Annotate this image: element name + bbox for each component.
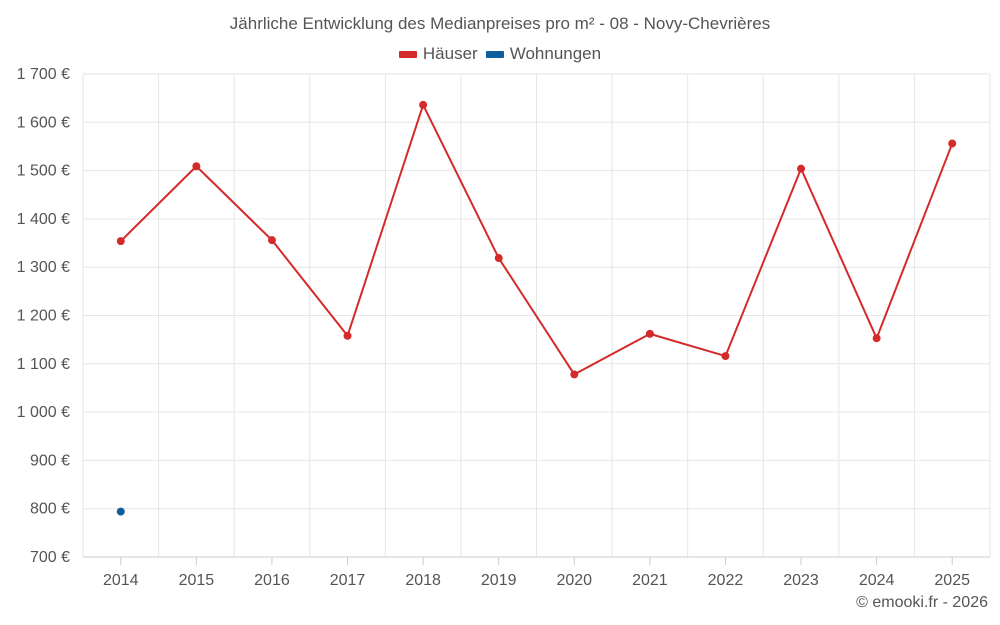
data-point-0-2014[interactable]: [116, 237, 125, 246]
y-tick-label: 900 €: [30, 452, 70, 469]
x-tick-label: 2014: [103, 572, 139, 589]
legend-item-houses[interactable]: Häuser: [398, 44, 478, 64]
y-tick-label: 1 300 €: [17, 259, 70, 276]
legend-item-apartments[interactable]: Wohnungen: [485, 44, 602, 64]
data-point-0-2018[interactable]: [419, 100, 428, 109]
data-point-0-2020[interactable]: [570, 370, 579, 379]
grid-lines: [82, 73, 991, 557]
y-tick-label: 1 700 €: [17, 66, 70, 83]
series-line-0: [120, 103, 954, 376]
legend: Häuser Wohnungen: [0, 44, 1000, 64]
x-tick-label: 2018: [405, 572, 441, 589]
x-tick-label: 2016: [254, 572, 290, 589]
data-point-0-2025[interactable]: [948, 139, 957, 148]
y-tick-label: 1 200 €: [17, 308, 70, 325]
x-tick-label: 2021: [632, 572, 668, 589]
axes: 700 € 800 € 900 € 1 000 € 1 100 € 1 200 € 1 30…: [17, 66, 990, 589]
y-tick-label: 1 500 €: [17, 163, 70, 180]
legend-label-houses: Häuser: [422, 44, 478, 63]
data-point-0-2021[interactable]: [645, 329, 654, 338]
chart-title: Jährliche Entwicklung des Medianpreises …: [229, 14, 771, 33]
data-point-0-2024[interactable]: [872, 334, 881, 343]
x-tick-label: 2025: [934, 572, 970, 589]
y-tick-label: 1 100 €: [17, 356, 70, 373]
legend-label-apartments: Wohnungen: [509, 44, 602, 63]
data-point-0-2023[interactable]: [797, 164, 806, 173]
x-tick-label: 2015: [179, 572, 215, 589]
data-point-0-2017[interactable]: [343, 331, 352, 340]
y-tick-label: 1 000 €: [17, 404, 70, 421]
copyright-text: © emooki.fr - 2026: [856, 594, 988, 611]
y-tick-label: 1 600 €: [17, 114, 70, 131]
x-tick-label: 2023: [783, 572, 819, 589]
series-layer: [116, 100, 957, 516]
x-tick-label: 2020: [556, 572, 592, 589]
data-point-0-2019[interactable]: [494, 254, 503, 263]
data-point-0-2015[interactable]: [192, 162, 201, 171]
data-point-0-2022[interactable]: [721, 352, 730, 361]
x-tick-label: 2019: [481, 572, 517, 589]
x-tick-label: 2024: [859, 572, 895, 589]
x-tick-label: 2017: [330, 572, 366, 589]
y-tick-label: 800 €: [30, 501, 70, 518]
legend-swatch-apartments: [485, 50, 504, 58]
y-tick-label: 1 400 €: [17, 211, 70, 228]
data-point-1-2014[interactable]: [116, 507, 125, 516]
y-tick-label: 700 €: [30, 549, 70, 566]
x-tick-label: 2022: [708, 572, 744, 589]
legend-swatch-houses: [398, 50, 417, 58]
data-point-0-2016[interactable]: [267, 236, 276, 245]
